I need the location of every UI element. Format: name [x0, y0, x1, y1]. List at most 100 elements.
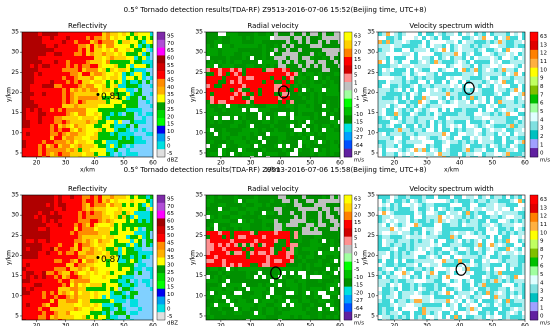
radar-cell [410, 32, 414, 36]
radar-cell [298, 72, 302, 76]
radar-cell [414, 60, 418, 64]
radar-cell [238, 295, 242, 299]
radar-cell [514, 80, 518, 84]
radar-cell [230, 275, 234, 279]
radar-cell [322, 72, 326, 76]
radar-cell [286, 128, 290, 132]
radar-cell [226, 239, 230, 243]
radar-cell [94, 219, 98, 223]
y-tick-label: 20 [11, 89, 19, 96]
radar-cell [406, 60, 410, 64]
radar-cell [322, 104, 326, 108]
radar-cell [266, 84, 270, 88]
radar-cell [410, 112, 414, 116]
radar-cell [74, 291, 78, 295]
radar-cell [414, 36, 418, 40]
radar-cell [398, 36, 402, 40]
radar-cell [226, 231, 230, 235]
radar-cell [142, 279, 146, 283]
radar-cell [126, 144, 130, 148]
radar-cell [398, 120, 402, 124]
radar-cell [254, 120, 258, 124]
radar-cell [58, 152, 62, 156]
radar-cell [58, 291, 62, 295]
radar-cell [102, 112, 106, 116]
radar-cell [226, 128, 230, 132]
radar-cell [106, 243, 110, 247]
radar-cell [110, 279, 114, 283]
radar-cell [94, 64, 98, 68]
radar-cell [106, 44, 110, 48]
radar-cell [30, 295, 34, 299]
radar-cell [42, 247, 46, 251]
radar-cell [222, 211, 226, 215]
radar-cell [302, 36, 306, 40]
radar-cell [250, 108, 254, 112]
radar-cell [298, 108, 302, 112]
colorbar-segment [157, 195, 165, 203]
radar-cell [394, 144, 398, 148]
radar-cell [398, 116, 402, 120]
radar-cell [298, 132, 302, 136]
radar-cell [438, 132, 442, 136]
radar-cell [66, 203, 70, 207]
radar-cell [150, 64, 153, 68]
radar-cell [22, 68, 26, 72]
radar-cell [62, 263, 66, 267]
radar-cell [318, 128, 322, 132]
radar-cell [378, 32, 382, 36]
radar-cell [282, 120, 286, 124]
radar-cell [106, 84, 110, 88]
radar-cell [138, 263, 142, 267]
radar-cell [42, 291, 46, 295]
radar-cell [62, 283, 66, 287]
radar-cell [86, 271, 90, 275]
radar-cell [22, 203, 26, 207]
radar-cell [90, 56, 94, 60]
radar-cell [22, 263, 26, 267]
radar-cell [242, 243, 246, 247]
radar-cell [22, 307, 26, 311]
radar-cell [222, 88, 226, 92]
radar-cell [134, 283, 138, 287]
radar-cell [214, 68, 218, 72]
radar-cell [238, 148, 242, 152]
radar-cell [378, 108, 382, 112]
radar-cell [134, 84, 138, 88]
radar-cell [70, 48, 74, 52]
radar-cell [522, 64, 525, 68]
radar-cell [218, 76, 222, 80]
radar-cell [226, 279, 230, 283]
radar-cell [282, 44, 286, 48]
radar-cell [334, 104, 338, 108]
colorbar-segment [344, 82, 352, 91]
radar-cell [318, 60, 322, 64]
radar-cell [50, 195, 54, 199]
radar-cell [122, 235, 126, 239]
radar-cell [50, 315, 54, 319]
radar-cell [214, 267, 218, 271]
radar-cell [42, 303, 46, 307]
radar-cell [214, 48, 218, 52]
radar-cell [402, 128, 406, 132]
radar-cell [206, 267, 210, 271]
radar-cell [98, 311, 102, 315]
radar-cell [54, 84, 58, 88]
radar-cell [142, 275, 146, 279]
radar-cell [302, 136, 306, 140]
radar-cell [446, 148, 450, 152]
radar-cell [34, 307, 38, 311]
radar-cell [230, 80, 234, 84]
radar-cell [230, 231, 234, 235]
radar-cell [490, 36, 494, 40]
radar-cell [330, 96, 334, 100]
x-tick-label: 50 [120, 323, 128, 326]
radar-cell [146, 56, 150, 60]
radar-cell [246, 219, 250, 223]
radar-cell [482, 92, 486, 96]
radar-cell [398, 96, 402, 100]
radar-cell [106, 148, 110, 152]
radar-cell [150, 299, 153, 303]
radar-cell [66, 72, 70, 76]
radar-cell [466, 88, 470, 92]
